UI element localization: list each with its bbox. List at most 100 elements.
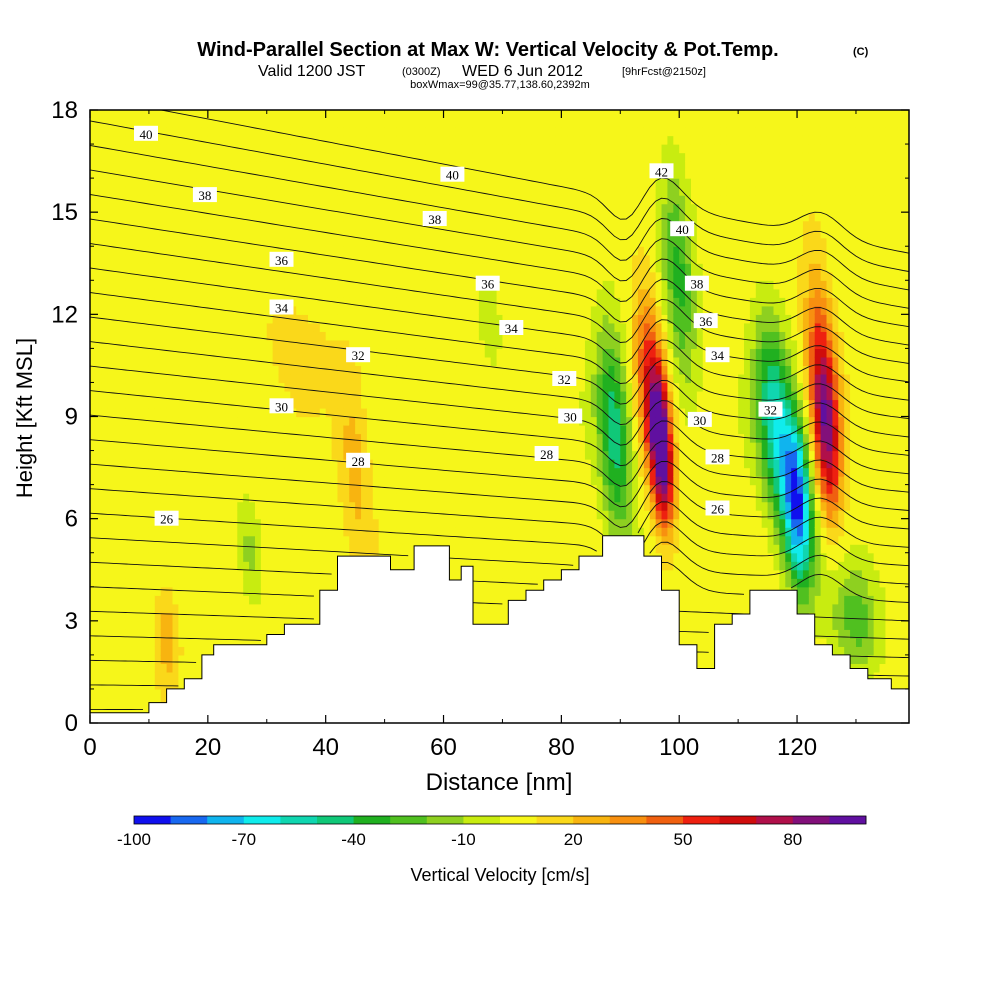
velocity-cell xyxy=(414,518,421,528)
velocity-cell xyxy=(431,161,439,171)
velocity-cell xyxy=(101,373,109,384)
velocity-cell xyxy=(402,288,409,298)
velocity-cell xyxy=(361,135,368,145)
velocity-cell xyxy=(231,425,238,435)
velocity-cell xyxy=(490,339,498,349)
velocity-cell xyxy=(419,280,427,290)
velocity-cell xyxy=(296,603,303,613)
velocity-cell xyxy=(484,178,492,188)
velocity-cell xyxy=(95,663,103,673)
velocity-cell xyxy=(431,433,439,443)
velocity-cell xyxy=(190,288,197,298)
velocity-cell xyxy=(425,280,433,290)
velocity-cell xyxy=(478,578,486,588)
velocity-cell xyxy=(243,339,250,349)
velocity-cell xyxy=(361,331,368,341)
velocity-cell xyxy=(390,152,397,162)
velocity-cell xyxy=(196,144,203,154)
velocity-cell xyxy=(290,467,297,477)
velocity-cell xyxy=(143,586,150,596)
velocity-cell xyxy=(278,569,286,579)
velocity-cell xyxy=(366,246,374,256)
velocity-cell xyxy=(148,467,156,477)
velocity-cell xyxy=(467,493,474,503)
velocity-cell xyxy=(484,382,492,392)
velocity-cell xyxy=(119,450,126,460)
velocity-cell xyxy=(319,450,327,460)
velocity-cell xyxy=(472,144,480,154)
velocity-cell xyxy=(408,433,415,443)
velocity-cell xyxy=(384,263,392,273)
velocity-cell xyxy=(313,280,321,290)
velocity-cell xyxy=(372,280,380,290)
velocity-cell xyxy=(119,314,126,324)
velocity-cell xyxy=(402,229,409,239)
velocity-cell xyxy=(325,118,333,128)
velocity-cell xyxy=(119,697,126,707)
velocity-cell xyxy=(260,203,268,213)
velocity-cell xyxy=(284,178,291,188)
velocity-cell xyxy=(308,356,315,367)
velocity-cell xyxy=(278,595,286,605)
velocity-cell xyxy=(355,161,362,171)
velocity-cell xyxy=(461,416,468,426)
velocity-cell xyxy=(337,390,344,401)
velocity-cell xyxy=(361,425,368,435)
velocity-cell xyxy=(213,433,221,443)
velocity-cell xyxy=(325,135,333,145)
velocity-cell xyxy=(396,356,403,367)
velocity-cell xyxy=(178,544,185,554)
velocity-cell xyxy=(478,510,486,520)
velocity-cell xyxy=(201,433,209,443)
velocity-cell xyxy=(207,373,215,384)
velocity-cell xyxy=(372,297,380,307)
velocity-cell xyxy=(419,484,427,494)
velocity-cell xyxy=(113,305,121,315)
velocity-cell xyxy=(355,212,362,222)
velocity-cell xyxy=(366,314,374,324)
velocity-cell xyxy=(319,416,327,426)
velocity-cell xyxy=(284,322,291,332)
velocity-cell xyxy=(196,399,203,409)
velocity-cell xyxy=(378,271,386,281)
velocity-cell xyxy=(213,263,221,273)
velocity-cell xyxy=(349,493,356,503)
velocity-cell xyxy=(490,152,498,162)
velocity-cell xyxy=(166,459,174,469)
velocity-cell xyxy=(190,331,197,341)
velocity-cell xyxy=(90,263,97,273)
velocity-cell xyxy=(396,484,403,494)
velocity-cell xyxy=(249,425,256,435)
velocity-cell xyxy=(278,450,286,460)
velocity-cell xyxy=(243,578,250,588)
velocity-cell xyxy=(137,561,144,571)
velocity-cell xyxy=(319,203,327,213)
velocity-cell xyxy=(107,280,115,290)
velocity-cell xyxy=(449,118,456,128)
velocity-cell xyxy=(308,578,315,588)
velocity-cell xyxy=(414,433,421,443)
velocity-cell xyxy=(378,237,386,247)
velocity-cell xyxy=(143,254,150,264)
velocity-cell xyxy=(378,467,386,477)
velocity-cell xyxy=(207,169,215,179)
velocity-cell xyxy=(143,425,150,435)
velocity-cell xyxy=(90,152,97,162)
velocity-cell xyxy=(449,271,456,281)
velocity-cell xyxy=(131,203,138,213)
velocity-cell xyxy=(290,425,297,435)
velocity-cell xyxy=(349,339,356,349)
velocity-cell xyxy=(278,373,286,384)
velocity-cell xyxy=(201,595,209,605)
velocity-cell xyxy=(325,433,333,443)
velocity-cell xyxy=(325,510,333,520)
velocity-cell xyxy=(396,271,403,281)
velocity-cell xyxy=(490,569,498,579)
velocity-cell xyxy=(201,322,209,332)
velocity-cell xyxy=(284,169,291,179)
velocity-cell xyxy=(143,169,150,179)
velocity-cell xyxy=(225,561,233,571)
velocity-cell xyxy=(296,518,303,528)
velocity-cell xyxy=(160,237,168,247)
velocity-cell xyxy=(172,612,179,622)
